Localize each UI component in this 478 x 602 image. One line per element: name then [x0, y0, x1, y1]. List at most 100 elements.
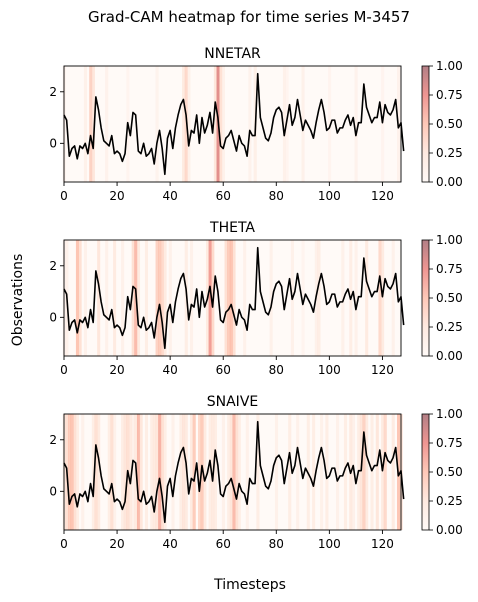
colorbar-tick-label: 0.50 [436, 117, 463, 131]
heatmap-cell [160, 414, 164, 530]
heatmap-cell [227, 240, 231, 356]
heatmap-cell [78, 240, 82, 356]
y-tick-label: 0 [49, 310, 57, 324]
x-tick-label: 120 [371, 363, 394, 377]
heatmap-cell [123, 414, 127, 530]
heatmap-cell [121, 240, 125, 356]
x-axis-label: Timesteps [213, 577, 286, 593]
heatmap-cell [208, 414, 212, 530]
colorbar-tick-label: 1.00 [436, 407, 463, 421]
heatmap-cell [391, 240, 395, 356]
heatmap-cell [91, 66, 95, 182]
heatmap-cell [365, 240, 369, 356]
x-tick-label: 80 [269, 363, 284, 377]
heatmap-cell [67, 414, 72, 530]
heatmap-cell [113, 240, 117, 356]
axes-frame [63, 413, 402, 531]
y-tick-label: 0 [49, 136, 57, 150]
heatmap-cell [144, 414, 148, 530]
heatmap-cell [219, 66, 223, 182]
heatmap-cell [198, 414, 202, 530]
colorbar-tick-label: 0.00 [436, 175, 463, 189]
heatmap-cell [182, 66, 186, 182]
heatmap-cell [325, 414, 329, 530]
subplot-nnetar: NNETAR 0 20 40 60 80 100 120 0 2 0.00 0.25 0.50 0.75 1… [49, 46, 462, 203]
heatmap-cell [370, 414, 374, 530]
heatmap-cell [171, 414, 175, 530]
heatmap-cell [296, 414, 300, 530]
x-tick-label: 80 [269, 189, 284, 203]
series-line [63, 72, 405, 176]
heatmap-cell [113, 414, 117, 530]
x-tick-label: 100 [318, 189, 341, 203]
x-tick-label: 0 [60, 189, 68, 203]
y-axis-label: Observations [10, 254, 26, 347]
heatmap-cell [328, 66, 332, 182]
heatmap-cell [97, 240, 101, 356]
heatmap-cell [354, 240, 358, 356]
x-tick-label: 100 [318, 537, 341, 551]
heatmap-cell [179, 414, 183, 530]
heatmap-cell [70, 414, 74, 530]
heatmap-cell [378, 240, 382, 356]
x-tick-label: 40 [163, 189, 178, 203]
heatmap-cell [139, 414, 143, 530]
heatmap-cell [362, 414, 366, 530]
x-tick-label: 0 [60, 537, 68, 551]
panel-title: SNAIVE [207, 394, 259, 410]
heatmap-cell [213, 66, 217, 182]
heatmap-cell [359, 414, 363, 530]
axes-frame [63, 65, 402, 183]
colorbar: 0.00 0.25 0.50 0.75 1.00 [421, 233, 463, 363]
heatmap-cell [282, 66, 286, 182]
x-tick-label: 120 [371, 189, 394, 203]
colorbar-gradient [422, 414, 429, 530]
x-tick-label: 20 [109, 537, 124, 551]
heatmap-cell [341, 240, 345, 356]
heatmap-background [64, 66, 401, 182]
heatmap-cell [335, 414, 340, 530]
x-tick-label: 100 [318, 363, 341, 377]
heatmap-cell [269, 240, 273, 356]
heatmap-cell [129, 414, 133, 530]
axes-frame [63, 239, 402, 357]
heatmap-cell [229, 414, 233, 530]
heatmap-cell [243, 240, 247, 356]
series-line [63, 246, 405, 350]
colorbar-tick-label: 0.25 [436, 320, 463, 334]
heatmap-cell [89, 66, 93, 182]
heatmap-cell [245, 414, 249, 530]
heatmap-cell [248, 66, 252, 182]
y-tick-label: 2 [49, 85, 57, 99]
colorbar-gradient [422, 66, 429, 182]
heatmap-cell [131, 414, 135, 530]
x-tick-label: 60 [216, 363, 231, 377]
colorbar: 0.00 0.25 0.50 0.75 1.00 [421, 59, 463, 189]
heatmap-cell [354, 66, 358, 182]
x-tick-label: 60 [216, 189, 231, 203]
heatmap-cell [381, 66, 385, 182]
x-tick-label: 60 [216, 537, 231, 551]
heatmap-cell [110, 414, 114, 530]
heatmap-cell [237, 414, 241, 530]
heatmap-cell [285, 66, 289, 182]
heatmap-cell [75, 414, 79, 530]
colorbar-tick-label: 1.00 [436, 59, 463, 73]
heatmap-cell [155, 414, 159, 530]
heatmap-cell [136, 414, 141, 530]
colorbar-tick-label: 0.75 [436, 436, 463, 450]
heatmap-cell [224, 240, 228, 356]
colorbar-tick-label: 0.75 [436, 262, 463, 276]
heatmap-cell [227, 414, 231, 530]
heatmap-cell [163, 414, 167, 530]
heatmap-cell [213, 414, 217, 530]
heatmap-cell [320, 414, 324, 530]
colorbar-tick-label: 0.75 [436, 88, 463, 102]
heatmap-cell [190, 414, 194, 530]
heatmap-cell [343, 414, 348, 530]
colorbar-gradient [422, 240, 429, 356]
heatmap-cell [381, 414, 385, 530]
series-line [63, 420, 405, 524]
